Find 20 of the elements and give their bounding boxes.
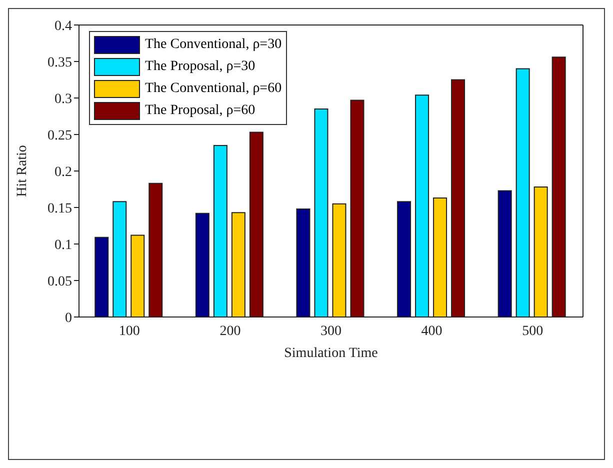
x-axis-title: Simulation Time bbox=[284, 346, 378, 361]
x-tick-label: 300 bbox=[320, 324, 342, 339]
legend-label: The Conventional, ρ=60 bbox=[145, 81, 282, 97]
x-tick-label: 400 bbox=[421, 324, 442, 339]
y-axis-title: Hit Ratio bbox=[14, 145, 30, 197]
y-tick-label: 0.25 bbox=[48, 128, 72, 144]
y-tick-label: 0.05 bbox=[48, 274, 72, 290]
y-tick-label: 0.4 bbox=[54, 18, 72, 34]
x-tick-label: 200 bbox=[220, 324, 241, 339]
x-tick-label: 500 bbox=[522, 324, 544, 339]
legend-label: The Conventional, ρ=30 bbox=[145, 37, 282, 53]
legend-label: The Proposal, ρ=60 bbox=[145, 103, 256, 119]
y-tick-label: 0.3 bbox=[54, 92, 72, 107]
y-tick-label: 0.35 bbox=[48, 55, 72, 70]
y-tick-label: 0.15 bbox=[48, 201, 72, 216]
legend-label: The Proposal, ρ=30 bbox=[145, 59, 256, 75]
y-tick-label: 0 bbox=[65, 310, 72, 326]
x-tick-label: 100 bbox=[118, 324, 140, 339]
y-tick-label: 0.2 bbox=[54, 164, 72, 180]
y-tick-label: 0.1 bbox=[54, 238, 72, 253]
